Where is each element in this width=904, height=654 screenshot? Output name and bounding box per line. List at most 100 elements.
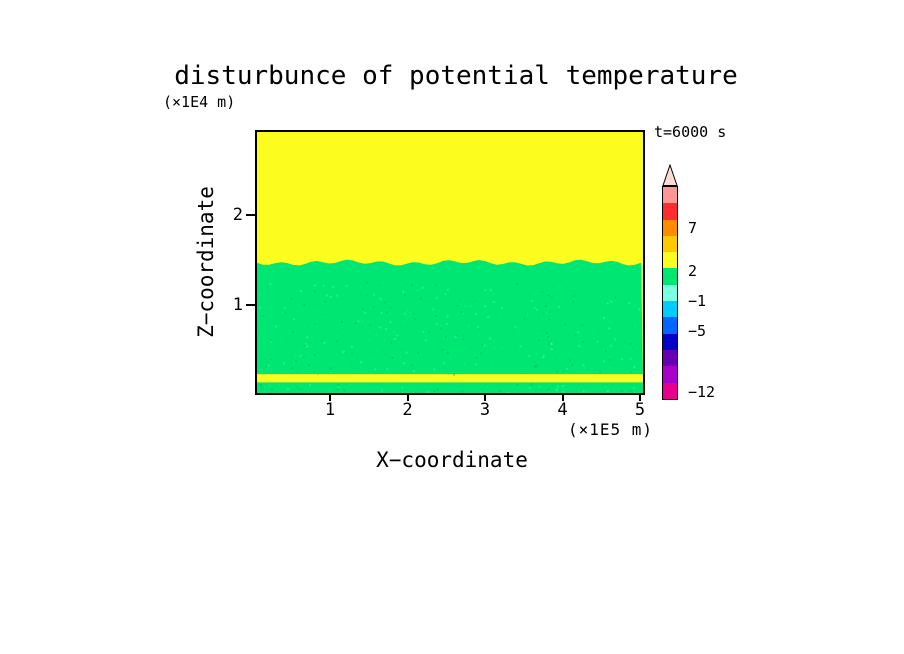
- speckle: [382, 332, 384, 334]
- speckle: [558, 286, 560, 288]
- speckle: [313, 371, 315, 373]
- speckle: [456, 345, 458, 347]
- speckle: [628, 316, 630, 318]
- speckle: [418, 331, 420, 333]
- speckle: [325, 294, 328, 297]
- speckle: [361, 320, 363, 322]
- speckle: [402, 290, 405, 293]
- colorbar-tip-shape: [662, 164, 678, 186]
- speckle: [403, 294, 406, 297]
- speckle: [446, 315, 449, 318]
- speckle: [547, 294, 550, 297]
- speckle: [617, 337, 619, 339]
- speckle: [302, 370, 304, 372]
- speckle: [351, 363, 353, 365]
- speckle: [393, 338, 396, 341]
- speckle: [499, 390, 502, 393]
- speckle: [562, 385, 565, 388]
- speckle: [379, 284, 381, 286]
- speckle: [351, 285, 353, 287]
- speckle: [284, 307, 287, 310]
- speckle: [360, 361, 363, 364]
- speckle: [514, 325, 517, 328]
- speckle: [490, 362, 492, 364]
- speckle: [542, 312, 545, 315]
- speckle: [460, 311, 463, 314]
- speckle: [468, 324, 470, 326]
- speckle: [302, 355, 305, 358]
- speckle: [304, 342, 307, 345]
- speckle: [541, 356, 544, 359]
- plot-layers: [257, 132, 643, 393]
- speckle: [545, 332, 548, 335]
- speckle: [336, 388, 339, 391]
- speckle: [301, 355, 303, 357]
- y-tick-label: 2: [232, 205, 243, 225]
- layer-bottom-layer: [257, 382, 643, 393]
- speckle: [380, 311, 383, 314]
- speckle: [298, 387, 301, 390]
- speckle: [504, 313, 506, 315]
- speckle: [566, 367, 569, 370]
- colorbar-segment: [663, 268, 677, 285]
- speckle: [343, 389, 346, 392]
- x-tick-label: 3: [479, 400, 491, 420]
- speckle: [473, 365, 475, 367]
- speckle: [438, 367, 440, 369]
- speckle: [323, 337, 325, 339]
- speckle: [500, 366, 502, 368]
- speckle: [462, 338, 465, 341]
- speckle: [390, 322, 392, 324]
- speckle: [478, 329, 480, 331]
- speckle: [360, 359, 362, 361]
- speckle: [386, 368, 389, 371]
- speckle: [379, 296, 381, 298]
- colorbar-segment: [663, 219, 677, 236]
- speckle: [638, 308, 641, 311]
- speckle: [608, 327, 611, 330]
- speckle: [276, 284, 278, 286]
- speckle: [444, 293, 447, 296]
- colorbar-segment: [663, 333, 677, 350]
- y-axis-label: Z−coordinate: [194, 186, 218, 338]
- speckle: [620, 293, 622, 295]
- speckle: [376, 313, 378, 315]
- speckle: [555, 388, 558, 391]
- speckle: [603, 360, 606, 363]
- speckle: [385, 345, 387, 347]
- speckle: [337, 384, 340, 387]
- speckle: [337, 385, 340, 388]
- speckle: [425, 301, 427, 303]
- speckle: [306, 346, 308, 348]
- speckle: [349, 384, 351, 386]
- speckle: [621, 357, 624, 360]
- speckle: [413, 312, 416, 315]
- speckle: [373, 293, 376, 296]
- speckle: [401, 348, 403, 350]
- speckle: [453, 373, 456, 376]
- speckle: [389, 307, 392, 310]
- speckle: [433, 390, 436, 393]
- speckle: [550, 348, 553, 351]
- speckle: [536, 353, 538, 355]
- speckle: [349, 361, 351, 363]
- speckle: [312, 386, 314, 388]
- speckle: [537, 372, 539, 374]
- speckle: [494, 309, 496, 311]
- speckle: [353, 368, 355, 370]
- speckle: [350, 345, 353, 348]
- speckle: [379, 326, 382, 329]
- speckle: [572, 300, 575, 303]
- speckle: [413, 343, 415, 345]
- speckle: [417, 351, 420, 354]
- x-axis-units-label: (×1E5 m): [568, 420, 654, 439]
- speckle: [323, 341, 326, 344]
- speckle: [629, 371, 632, 374]
- speckle: [436, 344, 438, 346]
- speckle: [586, 327, 588, 329]
- speckle: [387, 300, 389, 302]
- speckle: [550, 343, 553, 346]
- speckle: [329, 367, 332, 370]
- speckle: [317, 373, 319, 375]
- speckle: [413, 317, 415, 319]
